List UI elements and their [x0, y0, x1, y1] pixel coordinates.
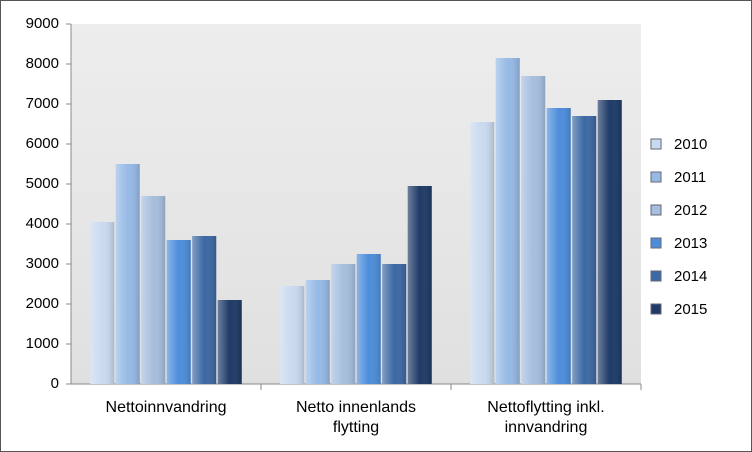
y-tick-label: 5000	[26, 175, 59, 192]
legend-swatch	[650, 303, 662, 315]
bar-shine	[521, 76, 546, 384]
legend-swatch	[650, 138, 662, 150]
y-tick-label: 2000	[26, 295, 59, 312]
bar-shine	[470, 122, 495, 384]
legend-swatch	[650, 204, 662, 216]
bar-shine	[382, 264, 407, 384]
x-tick-label: Nettoinnvandring	[105, 399, 227, 416]
bar-shine	[407, 186, 432, 384]
bar-shine	[192, 236, 217, 384]
x-tick-label: Netto innenlands flytting	[295, 399, 417, 436]
y-tick-label: 4000	[26, 215, 59, 232]
legend-swatch	[650, 237, 662, 249]
legend-label: 2011	[674, 169, 706, 186]
y-tick-label: 7000	[26, 95, 59, 112]
legend-label: 2014	[674, 268, 707, 285]
bar-shine	[495, 58, 520, 384]
legend-label: 2010	[674, 136, 707, 153]
bar-shine	[217, 300, 242, 384]
x-tick-label: Nettoflytting inkl. innvandring	[487, 399, 605, 436]
y-tick-label: 1000	[26, 335, 59, 352]
legend-swatch	[650, 270, 662, 282]
bar-shine	[305, 280, 330, 384]
legend-swatch	[650, 171, 662, 183]
bar-shine	[572, 116, 597, 384]
bar-shine	[141, 196, 166, 384]
bar-shine	[115, 164, 140, 384]
bar-shine	[280, 286, 305, 384]
legend-label: 2015	[674, 301, 707, 318]
y-tick-label: 0	[51, 375, 59, 392]
plot-area	[71, 24, 641, 384]
bar-shine	[546, 108, 571, 384]
legend-label: 2012	[674, 202, 707, 219]
bar-shine	[331, 264, 356, 384]
y-tick-label: 9000	[26, 15, 59, 32]
y-tick-label: 6000	[26, 135, 59, 152]
legend-label: 2013	[674, 235, 707, 252]
y-tick-label: 3000	[26, 255, 59, 272]
y-tick-label: 8000	[26, 55, 59, 72]
bar-shine	[90, 222, 115, 384]
bar-shine	[597, 100, 622, 384]
bar-shine	[356, 254, 381, 384]
bar-shine	[166, 240, 191, 384]
